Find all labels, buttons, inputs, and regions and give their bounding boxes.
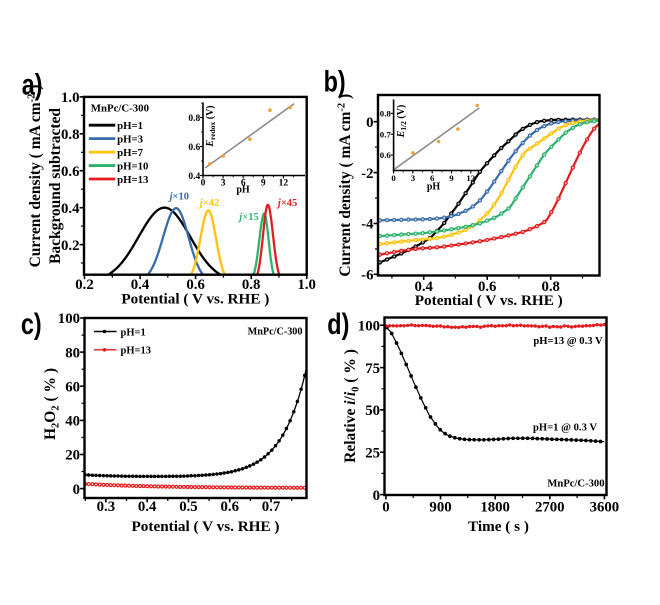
svg-text:0.6: 0.6 (380, 150, 392, 160)
svg-text:j×15: j×15 (237, 212, 258, 223)
svg-text:0.6: 0.6 (478, 279, 497, 295)
svg-text:c): c) (21, 307, 42, 340)
svg-text:12: 12 (279, 179, 289, 189)
svg-text:0.2: 0.2 (61, 238, 80, 254)
svg-text:pH: pH (236, 185, 250, 196)
svg-text:20: 20 (65, 448, 80, 464)
svg-text:Potential ( V vs. RHE ): Potential ( V vs. RHE ) (121, 291, 269, 308)
svg-text:0.6: 0.6 (61, 164, 80, 180)
svg-text:1.0: 1.0 (61, 90, 80, 106)
svg-text:3: 3 (221, 179, 226, 189)
svg-text:Potential ( V vs. RHE ): Potential ( V vs. RHE ) (132, 518, 280, 535)
svg-text:0: 0 (382, 500, 389, 516)
svg-text:40: 40 (65, 414, 80, 430)
svg-text:1.0: 1.0 (297, 277, 316, 293)
svg-text:0.8: 0.8 (380, 109, 392, 119)
svg-text:0.3: 0.3 (97, 499, 116, 515)
svg-text:3: 3 (411, 173, 416, 183)
svg-text:0: 0 (201, 179, 206, 189)
svg-text:-2: -2 (361, 166, 373, 182)
svg-text:MnPc/C-300: MnPc/C-300 (248, 327, 303, 338)
svg-text:6: 6 (430, 173, 435, 183)
svg-text:pH=10: pH=10 (117, 161, 148, 173)
svg-text:9: 9 (261, 179, 266, 189)
svg-text:-6: -6 (361, 268, 373, 284)
svg-text:MnPc/C-300: MnPc/C-300 (547, 479, 604, 490)
svg-text:0.7: 0.7 (262, 499, 281, 515)
svg-text:Time ( s ): Time ( s ) (468, 518, 529, 535)
svg-text:0: 0 (73, 482, 80, 498)
svg-text:80: 80 (65, 345, 80, 361)
svg-text:pH=3: pH=3 (117, 134, 144, 146)
svg-text:pH=13: pH=13 (121, 346, 152, 357)
svg-text:pH=7: pH=7 (117, 147, 144, 159)
svg-text:pH=1: pH=1 (117, 120, 143, 132)
svg-text:0.7: 0.7 (380, 129, 392, 139)
svg-text:0.5: 0.5 (179, 499, 198, 515)
svg-text:0.8: 0.8 (242, 277, 261, 293)
svg-text:25: 25 (365, 445, 380, 461)
svg-text:0.6: 0.6 (188, 143, 200, 153)
svg-text:0.2: 0.2 (75, 277, 94, 293)
svg-text:0.6: 0.6 (220, 499, 239, 515)
svg-text:2700: 2700 (535, 500, 565, 516)
svg-text:pH=1: pH=1 (121, 327, 146, 338)
svg-text:pH: pH (427, 182, 441, 193)
svg-text:12: 12 (466, 173, 475, 183)
svg-text:j×42: j×42 (198, 198, 219, 209)
svg-text:0.4: 0.4 (61, 201, 80, 217)
svg-text:pH=13 @ 0.3 V: pH=13 @ 0.3 V (533, 336, 603, 347)
svg-text:Background subtracted: Background subtracted (47, 108, 64, 264)
svg-text:100: 100 (358, 318, 380, 334)
svg-text:100: 100 (58, 311, 80, 327)
svg-text:900: 900 (429, 500, 451, 516)
svg-text:Current density ( mA cm-2 ): Current density ( mA cm-2 ) (27, 85, 45, 268)
svg-text:Potential ( V vs. RHE ): Potential ( V vs. RHE ) (415, 292, 563, 309)
svg-text:0: 0 (373, 488, 380, 504)
svg-text:d): d) (327, 307, 349, 340)
svg-text:50: 50 (365, 403, 380, 419)
svg-text:pH=13: pH=13 (117, 174, 149, 186)
svg-text:0.8: 0.8 (61, 127, 80, 143)
svg-text:Current density ( mA cm-2 ): Current density ( mA cm-2 ) (337, 94, 355, 277)
svg-text:H2O2 ( % ): H2O2 ( % ) (42, 368, 62, 440)
svg-text:Eredox (V): Eredox (V) (205, 105, 217, 147)
svg-text:j×45: j×45 (276, 198, 297, 209)
svg-text:-4: -4 (361, 217, 374, 233)
svg-text:a): a) (22, 68, 43, 101)
svg-text:b): b) (324, 65, 346, 98)
svg-text:3600: 3600 (590, 500, 620, 516)
svg-text:0: 0 (366, 115, 373, 131)
svg-text:0: 0 (391, 173, 396, 183)
svg-text:j×10: j×10 (168, 192, 189, 203)
svg-text:0.4: 0.4 (414, 279, 433, 295)
svg-text:0.6: 0.6 (186, 277, 205, 293)
svg-text:Relative i/i0 ( % ): Relative i/i0 ( % ) (342, 349, 362, 463)
svg-text:0.8: 0.8 (188, 114, 200, 124)
svg-text:75: 75 (365, 361, 380, 377)
svg-text:0.4: 0.4 (138, 499, 157, 515)
svg-text:E1/2 (V): E1/2 (V) (396, 105, 408, 139)
svg-text:pH=1 @ 0.3 V: pH=1 @ 0.3 V (533, 423, 597, 434)
svg-text:0.4: 0.4 (131, 277, 150, 293)
svg-text:60: 60 (65, 379, 80, 395)
svg-text:MnPc/C-300: MnPc/C-300 (91, 103, 149, 115)
svg-text:1800: 1800 (480, 500, 510, 516)
svg-text:9: 9 (449, 173, 454, 183)
svg-text:6: 6 (241, 179, 246, 189)
svg-text:0.8: 0.8 (541, 279, 560, 295)
svg-text:0.4: 0.4 (188, 172, 200, 182)
